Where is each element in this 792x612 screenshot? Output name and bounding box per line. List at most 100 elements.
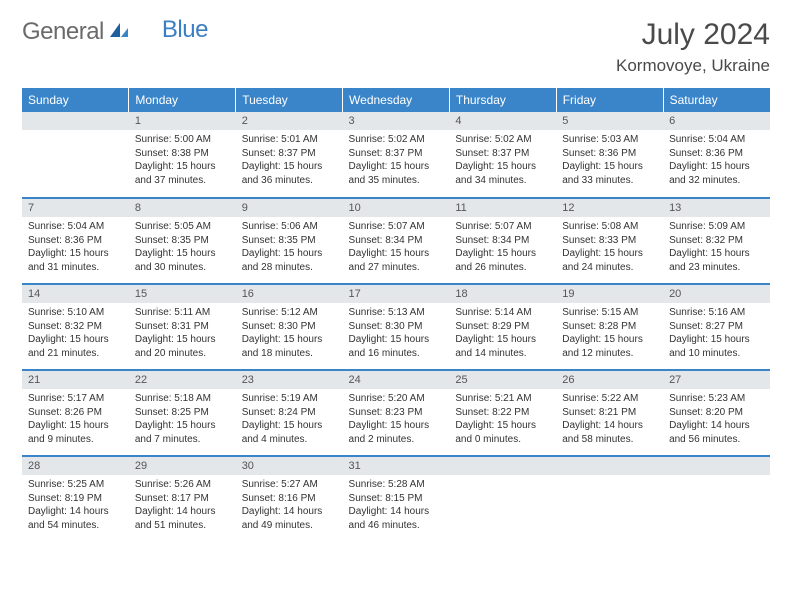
- location: Kormovoye, Ukraine: [616, 56, 770, 76]
- day-number: 17: [343, 285, 450, 303]
- day-details: Sunrise: 5:04 AMSunset: 8:36 PMDaylight:…: [663, 130, 770, 193]
- day-number: [449, 457, 556, 475]
- sunrise-text: Sunrise: 5:16 AM: [669, 306, 764, 320]
- calendar-day-cell: 6Sunrise: 5:04 AMSunset: 8:36 PMDaylight…: [663, 112, 770, 198]
- sunset-text: Sunset: 8:25 PM: [135, 406, 230, 420]
- sunset-text: Sunset: 8:34 PM: [349, 234, 444, 248]
- sunrise-text: Sunrise: 5:19 AM: [242, 392, 337, 406]
- calendar-day-cell: 28Sunrise: 5:25 AMSunset: 8:19 PMDayligh…: [22, 456, 129, 542]
- sunset-text: Sunset: 8:23 PM: [349, 406, 444, 420]
- sunrise-text: Sunrise: 5:01 AM: [242, 133, 337, 147]
- weekday-header: Wednesday: [343, 88, 450, 112]
- day-number: 5: [556, 112, 663, 130]
- daylight-text: Daylight: 14 hours and 54 minutes.: [28, 505, 123, 532]
- day-details: Sunrise: 5:19 AMSunset: 8:24 PMDaylight:…: [236, 389, 343, 452]
- day-number: 24: [343, 371, 450, 389]
- daylight-text: Daylight: 15 hours and 36 minutes.: [242, 160, 337, 187]
- sunset-text: Sunset: 8:21 PM: [562, 406, 657, 420]
- day-number: 2: [236, 112, 343, 130]
- calendar-day-cell: [556, 456, 663, 542]
- calendar-day-cell: 11Sunrise: 5:07 AMSunset: 8:34 PMDayligh…: [449, 198, 556, 284]
- daylight-text: Daylight: 15 hours and 35 minutes.: [349, 160, 444, 187]
- sunset-text: Sunset: 8:35 PM: [242, 234, 337, 248]
- sunset-text: Sunset: 8:36 PM: [562, 147, 657, 161]
- sunrise-text: Sunrise: 5:15 AM: [562, 306, 657, 320]
- day-number: 25: [449, 371, 556, 389]
- sunrise-text: Sunrise: 5:14 AM: [455, 306, 550, 320]
- daylight-text: Daylight: 15 hours and 27 minutes.: [349, 247, 444, 274]
- day-details: Sunrise: 5:08 AMSunset: 8:33 PMDaylight:…: [556, 217, 663, 280]
- daylight-text: Daylight: 15 hours and 23 minutes.: [669, 247, 764, 274]
- logo-text-2: Blue: [162, 16, 208, 44]
- daylight-text: Daylight: 15 hours and 4 minutes.: [242, 419, 337, 446]
- sunrise-text: Sunrise: 5:23 AM: [669, 392, 764, 406]
- sunrise-text: Sunrise: 5:28 AM: [349, 478, 444, 492]
- calendar-day-cell: 22Sunrise: 5:18 AMSunset: 8:25 PMDayligh…: [129, 370, 236, 456]
- day-number: 14: [22, 285, 129, 303]
- daylight-text: Daylight: 15 hours and 2 minutes.: [349, 419, 444, 446]
- day-details: Sunrise: 5:00 AMSunset: 8:38 PMDaylight:…: [129, 130, 236, 193]
- day-number: 6: [663, 112, 770, 130]
- calendar-day-cell: 10Sunrise: 5:07 AMSunset: 8:34 PMDayligh…: [343, 198, 450, 284]
- logo-text-1: General: [22, 18, 104, 46]
- sunset-text: Sunset: 8:32 PM: [28, 320, 123, 334]
- calendar-day-cell: 31Sunrise: 5:28 AMSunset: 8:15 PMDayligh…: [343, 456, 450, 542]
- day-details: Sunrise: 5:27 AMSunset: 8:16 PMDaylight:…: [236, 475, 343, 538]
- sunrise-text: Sunrise: 5:07 AM: [455, 220, 550, 234]
- day-details: Sunrise: 5:20 AMSunset: 8:23 PMDaylight:…: [343, 389, 450, 452]
- calendar-day-cell: 12Sunrise: 5:08 AMSunset: 8:33 PMDayligh…: [556, 198, 663, 284]
- daylight-text: Daylight: 15 hours and 14 minutes.: [455, 333, 550, 360]
- sunrise-text: Sunrise: 5:09 AM: [669, 220, 764, 234]
- calendar-day-cell: [663, 456, 770, 542]
- day-details: Sunrise: 5:01 AMSunset: 8:37 PMDaylight:…: [236, 130, 343, 193]
- calendar-day-cell: 20Sunrise: 5:16 AMSunset: 8:27 PMDayligh…: [663, 284, 770, 370]
- sunrise-text: Sunrise: 5:20 AM: [349, 392, 444, 406]
- calendar-day-cell: 9Sunrise: 5:06 AMSunset: 8:35 PMDaylight…: [236, 198, 343, 284]
- day-number: 11: [449, 199, 556, 217]
- sunset-text: Sunset: 8:15 PM: [349, 492, 444, 506]
- daylight-text: Daylight: 15 hours and 10 minutes.: [669, 333, 764, 360]
- day-number: 3: [343, 112, 450, 130]
- daylight-text: Daylight: 15 hours and 24 minutes.: [562, 247, 657, 274]
- day-details: Sunrise: 5:07 AMSunset: 8:34 PMDaylight:…: [449, 217, 556, 280]
- calendar-day-cell: 19Sunrise: 5:15 AMSunset: 8:28 PMDayligh…: [556, 284, 663, 370]
- calendar-day-cell: 5Sunrise: 5:03 AMSunset: 8:36 PMDaylight…: [556, 112, 663, 198]
- day-number: 16: [236, 285, 343, 303]
- calendar-day-cell: 24Sunrise: 5:20 AMSunset: 8:23 PMDayligh…: [343, 370, 450, 456]
- weekday-header: Saturday: [663, 88, 770, 112]
- day-details: Sunrise: 5:17 AMSunset: 8:26 PMDaylight:…: [22, 389, 129, 452]
- day-details: Sunrise: 5:21 AMSunset: 8:22 PMDaylight:…: [449, 389, 556, 452]
- calendar-week-row: 21Sunrise: 5:17 AMSunset: 8:26 PMDayligh…: [22, 370, 770, 456]
- logo: General Blue: [22, 18, 208, 46]
- daylight-text: Daylight: 15 hours and 32 minutes.: [669, 160, 764, 187]
- day-number: 8: [129, 199, 236, 217]
- sunset-text: Sunset: 8:29 PM: [455, 320, 550, 334]
- day-number: 22: [129, 371, 236, 389]
- day-details: Sunrise: 5:10 AMSunset: 8:32 PMDaylight:…: [22, 303, 129, 366]
- day-number: [663, 457, 770, 475]
- sunset-text: Sunset: 8:37 PM: [455, 147, 550, 161]
- calendar-day-cell: 2Sunrise: 5:01 AMSunset: 8:37 PMDaylight…: [236, 112, 343, 198]
- calendar-week-row: 28Sunrise: 5:25 AMSunset: 8:19 PMDayligh…: [22, 456, 770, 542]
- sunset-text: Sunset: 8:36 PM: [669, 147, 764, 161]
- day-details: Sunrise: 5:11 AMSunset: 8:31 PMDaylight:…: [129, 303, 236, 366]
- sunset-text: Sunset: 8:27 PM: [669, 320, 764, 334]
- daylight-text: Daylight: 15 hours and 33 minutes.: [562, 160, 657, 187]
- calendar-day-cell: 17Sunrise: 5:13 AMSunset: 8:30 PMDayligh…: [343, 284, 450, 370]
- weekday-header: Thursday: [449, 88, 556, 112]
- daylight-text: Daylight: 15 hours and 34 minutes.: [455, 160, 550, 187]
- day-details: Sunrise: 5:28 AMSunset: 8:15 PMDaylight:…: [343, 475, 450, 538]
- day-number: 18: [449, 285, 556, 303]
- daylight-text: Daylight: 14 hours and 51 minutes.: [135, 505, 230, 532]
- day-number: 15: [129, 285, 236, 303]
- header: General Blue July 2024 Kormovoye, Ukrain…: [22, 18, 770, 76]
- sunset-text: Sunset: 8:37 PM: [242, 147, 337, 161]
- calendar-day-cell: 15Sunrise: 5:11 AMSunset: 8:31 PMDayligh…: [129, 284, 236, 370]
- sunset-text: Sunset: 8:24 PM: [242, 406, 337, 420]
- daylight-text: Daylight: 14 hours and 46 minutes.: [349, 505, 444, 532]
- day-number: [556, 457, 663, 475]
- day-details: Sunrise: 5:05 AMSunset: 8:35 PMDaylight:…: [129, 217, 236, 280]
- sunrise-text: Sunrise: 5:00 AM: [135, 133, 230, 147]
- daylight-text: Daylight: 15 hours and 0 minutes.: [455, 419, 550, 446]
- calendar-day-cell: 27Sunrise: 5:23 AMSunset: 8:20 PMDayligh…: [663, 370, 770, 456]
